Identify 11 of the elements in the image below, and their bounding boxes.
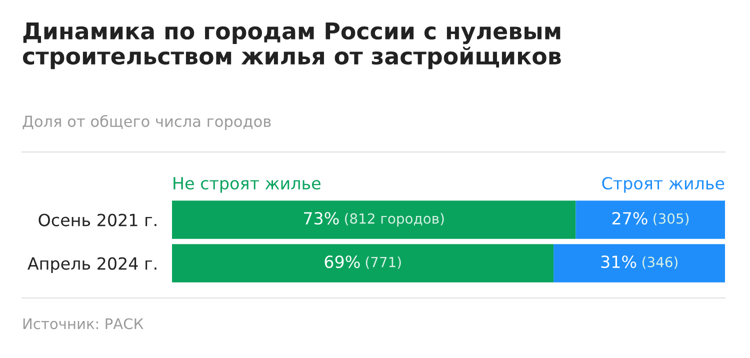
series-label: Строят жилье — [602, 176, 724, 193]
text: Источник: РАСК — [23, 318, 144, 330]
chart-subtitle: Доля от общего числа городов — [22, 115, 271, 130]
series-label: Не строят жилье — [174, 177, 320, 193]
data-label: 69% (771) — [324, 255, 401, 269]
data-label: 31% (346) — [601, 255, 678, 269]
y-tick-label: Апрель 2024 г. — [28, 257, 156, 274]
y-tick-label: Осень 2021 г. — [38, 214, 156, 226]
chart-title: Динамика по городам России с нулевым строительством жилья от застройщиков — [22, 22, 561, 70]
data-label: 27% (305) — [612, 212, 689, 226]
data-label: 73% (812 городов) — [304, 212, 444, 226]
